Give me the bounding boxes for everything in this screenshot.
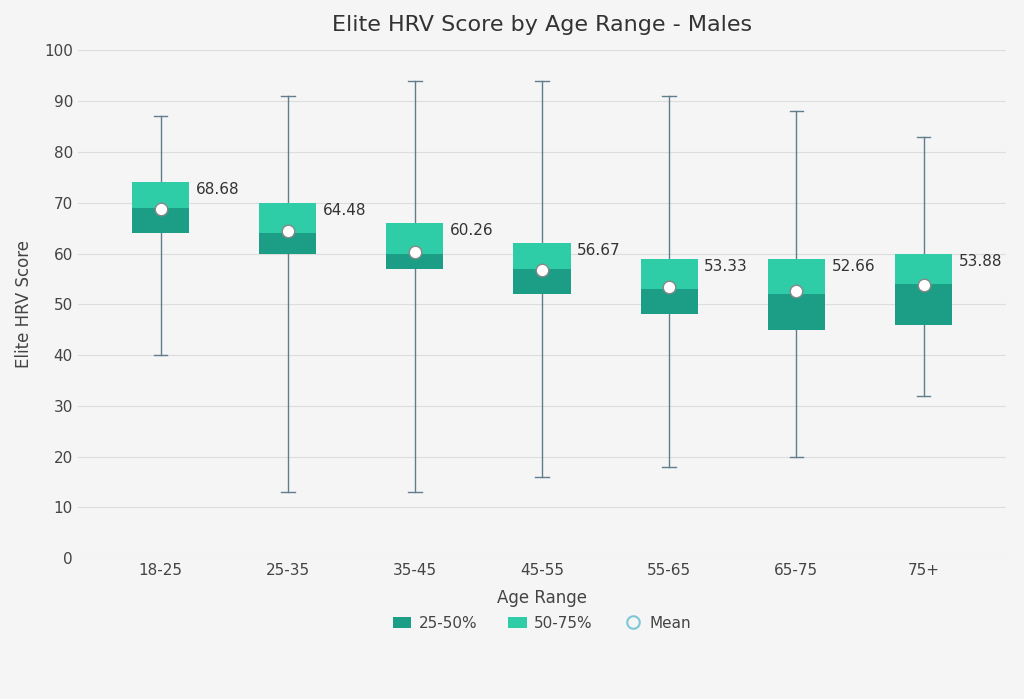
Y-axis label: Elite HRV Score: Elite HRV Score: [15, 240, 33, 368]
Legend: 25-50%, 50-75%, Mean: 25-50%, 50-75%, Mean: [387, 610, 697, 637]
Text: 64.48: 64.48: [323, 203, 367, 218]
Bar: [386, 254, 443, 269]
Bar: [513, 243, 570, 269]
Bar: [641, 289, 697, 315]
Bar: [895, 254, 952, 284]
Text: 52.66: 52.66: [831, 259, 876, 273]
Bar: [768, 259, 825, 294]
Text: 68.68: 68.68: [196, 182, 240, 197]
X-axis label: Age Range: Age Range: [497, 589, 587, 607]
Text: 60.26: 60.26: [450, 223, 494, 238]
Bar: [386, 223, 443, 254]
Bar: [513, 269, 570, 294]
Text: 56.67: 56.67: [578, 243, 621, 259]
Bar: [132, 182, 189, 208]
Bar: [259, 233, 316, 254]
Bar: [895, 284, 952, 324]
Bar: [132, 208, 189, 233]
Text: 53.88: 53.88: [958, 254, 1002, 268]
Title: Elite HRV Score by Age Range - Males: Elite HRV Score by Age Range - Males: [332, 15, 752, 35]
Text: 53.33: 53.33: [705, 259, 748, 273]
Bar: [768, 294, 825, 330]
Bar: [641, 259, 697, 289]
Bar: [259, 203, 316, 233]
